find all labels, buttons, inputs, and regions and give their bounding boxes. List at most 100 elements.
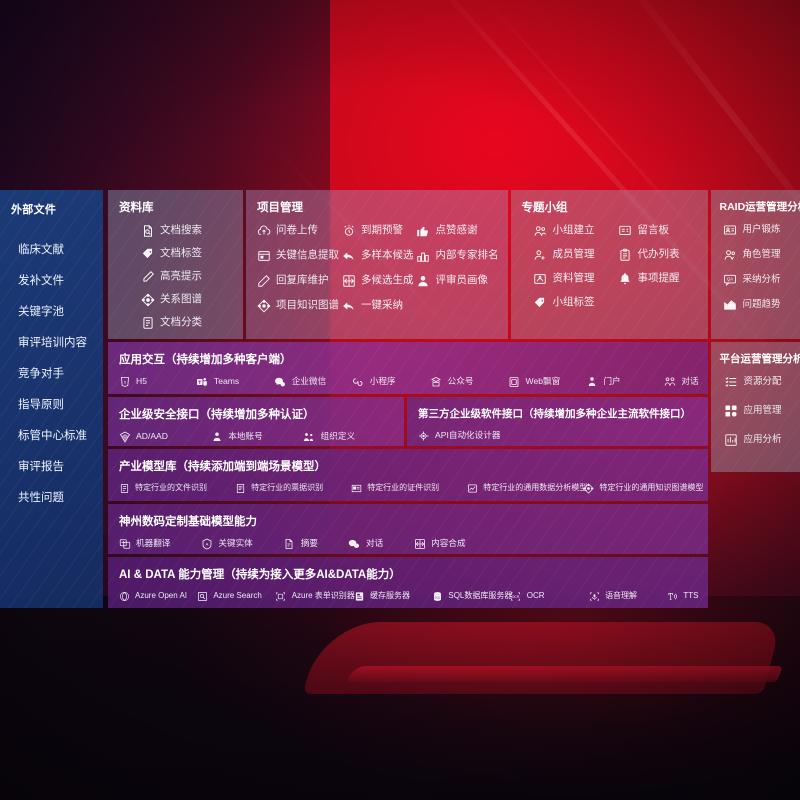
item-todo-list[interactable]: 代办列表	[618, 247, 699, 262]
item-miniprogram[interactable]: 小程序	[352, 375, 430, 388]
item-highlight-hint[interactable]: 高亮提示	[118, 269, 234, 284]
item-dialog[interactable]: 对话	[663, 375, 699, 388]
item-key-info-extract[interactable]: 关键信息提取	[256, 248, 339, 263]
item-label: 点赞感谢	[435, 224, 478, 237]
item-label: 采纳分析	[742, 273, 781, 285]
item-reply-library-maintain[interactable]: 回复库维护	[256, 273, 339, 288]
item-questionnaire-upload[interactable]: 问卷上传	[256, 223, 339, 238]
svg-text:SQL: SQL	[435, 595, 441, 599]
item-resource-allocation[interactable]: 资源分配	[724, 374, 800, 389]
item-multi-candidate-generate[interactable]: 多候选生成	[341, 273, 414, 288]
sidebar-item-supplement-docs[interactable]: 发补文件	[18, 274, 64, 287]
item-create-group[interactable]: 小组建立	[533, 223, 614, 238]
item-adoption-analysis[interactable]: QA 采纳分析	[723, 272, 800, 287]
receipt-recognize-icon	[234, 482, 246, 494]
item-project-knowledge-graph[interactable]: 项目知识图谱	[256, 298, 339, 313]
sidebar-item-common-issues[interactable]: 共性问题	[18, 491, 64, 504]
item-azure-form-recognizer[interactable]: Azure 表单识别器	[275, 590, 355, 602]
item-label: SQL数据库服务器	[448, 591, 513, 600]
sidebar-item-review-training[interactable]: 审评培训内容	[18, 336, 87, 349]
item-document-classify[interactable]: 文档分类	[118, 315, 234, 330]
panel-library-items: 文档搜索 文档标签 高亮提示 关系图谱	[118, 223, 234, 330]
thumbs-up-icon	[416, 223, 431, 238]
item-material-management[interactable]: 资料管理	[533, 271, 614, 286]
item-member-management[interactable]: 成员管理	[533, 247, 614, 262]
item-label: 机器翻译	[136, 538, 171, 549]
item-label: Web飘窗	[525, 376, 561, 387]
sidebar-item-competitors[interactable]: 竞争对手	[18, 367, 64, 380]
item-internal-expert-ranking[interactable]: 内部专家排名	[416, 248, 499, 263]
file-recognize-icon	[118, 482, 130, 494]
panel-project-management: 项目管理 问卷上传 到期预警 点赞感谢	[246, 190, 508, 339]
item-label: 回复库维护	[276, 274, 329, 287]
message-board-icon	[618, 223, 633, 238]
item-azure-openai[interactable]: Azure Open AI	[118, 590, 196, 602]
item-org-define[interactable]: 组织定义	[303, 430, 395, 443]
item-portal[interactable]: 门户	[585, 375, 663, 388]
item-industry-file-recognition[interactable]: 特定行业的文件识别	[118, 482, 234, 494]
item-teams[interactable]: Teams	[196, 375, 274, 388]
item-label: 应用分析	[743, 433, 782, 445]
item-label: TTS	[683, 591, 699, 600]
panel-platform-items: 资源分配 应用管理 应用分析	[719, 374, 800, 447]
item-like-thanks[interactable]: 点赞感谢	[416, 223, 499, 238]
item-document-search[interactable]: 文档搜索	[118, 223, 234, 238]
panel-library: 资料库 文档搜索 文档标签 高亮提示	[108, 190, 243, 339]
item-web-popup[interactable]: Web飘窗	[508, 375, 586, 388]
item-label: 本地账号	[228, 431, 263, 442]
qa-chat-icon: QA	[723, 272, 738, 287]
item-azure-search[interactable]: Azure Search	[196, 590, 274, 602]
item-key-entity[interactable]: A 关键实体	[200, 537, 253, 550]
sidebar-item-review-report[interactable]: 审评报告	[18, 460, 64, 473]
item-official-account[interactable]: 公众号	[430, 375, 508, 388]
item-industry-receipt-recognition[interactable]: 特定行业的票据识别	[234, 482, 350, 494]
item-chat[interactable]: 对话	[348, 537, 383, 550]
item-reviewer-profile[interactable]: 评审员画像	[416, 273, 499, 288]
openai-icon	[118, 590, 130, 602]
document-list-icon	[140, 315, 155, 330]
item-h5[interactable]: 5 H5	[118, 375, 196, 388]
item-speech-understanding[interactable]: 语音理解	[588, 590, 666, 602]
item-role-management[interactable]: 角色管理	[723, 247, 800, 262]
item-content-composition[interactable]: 内容合成	[413, 537, 466, 550]
data-analysis-icon	[466, 482, 478, 494]
item-industry-knowledge-graph-model[interactable]: 特定行业的通用知识图谱模型	[582, 482, 703, 494]
item-summary[interactable]: 摘要	[283, 537, 318, 550]
sidebar-item-standards-center[interactable]: 标管中心标准	[18, 429, 87, 442]
sidebar-item-guidelines[interactable]: 指导原则	[18, 398, 64, 411]
item-document-tag[interactable]: 文档标签	[118, 246, 234, 261]
item-tts[interactable]: TTS	[666, 590, 699, 602]
user-profile-icon	[416, 273, 431, 288]
item-machine-translation[interactable]: 机器翻译	[118, 537, 170, 550]
item-ocr[interactable]: OCR OCR	[510, 590, 588, 602]
item-group-tag[interactable]: 小组标签	[533, 295, 614, 310]
panel-industry-models: 产业模型库（持续添加端到端场景模型） 特定行业的文件识别 特定行业的票据识别	[108, 449, 708, 501]
clipboard-icon	[618, 247, 633, 262]
item-user-training[interactable]: 用户锻炼	[723, 222, 800, 237]
item-message-board[interactable]: 留言板	[618, 223, 699, 238]
item-wechat-work[interactable]: 企业微信	[274, 375, 352, 388]
item-cache-server[interactable]: 缓存服务器	[353, 590, 431, 602]
sidebar-item-clinical-literature[interactable]: 临床文献	[18, 243, 64, 256]
item-relation-graph[interactable]: 关系图谱	[118, 292, 234, 307]
item-multi-sample-candidate[interactable]: 多样本候选	[341, 248, 414, 263]
item-industry-data-analysis-model[interactable]: 特定行业的通用数据分析模型	[466, 482, 587, 494]
item-ad-aad[interactable]: AD/AAD	[118, 430, 210, 443]
item-sql-database-server[interactable]: SQL SQL数据库服务器	[431, 590, 513, 602]
sidebar-item-keyword-pool[interactable]: 关键字池	[18, 305, 64, 318]
item-application-analysis[interactable]: 应用分析	[724, 432, 800, 447]
official-account-icon	[430, 375, 443, 388]
item-one-click-adopt[interactable]: 一键采纳	[341, 298, 414, 313]
item-application-management[interactable]: 应用管理	[724, 403, 800, 418]
item-issue-trend[interactable]: 问题趋势	[723, 297, 800, 312]
chat-icon	[348, 537, 361, 550]
security-row: 企业级安全接口（持续增加多种认证） AD/AAD 本地账号	[108, 397, 708, 446]
item-label: 内部专家排名	[435, 249, 499, 262]
item-industry-id-recognition[interactable]: 特定行业的证件识别	[350, 482, 466, 494]
item-local-account[interactable]: 本地账号	[210, 430, 302, 443]
item-event-reminder[interactable]: 事项提醒	[618, 271, 699, 286]
item-api-designer[interactable]: API自动化设计器	[417, 429, 699, 442]
item-expiry-alert[interactable]: 到期预警	[341, 223, 414, 238]
top-panel-row: 资料库 文档搜索 文档标签 高亮提示	[108, 190, 800, 339]
item-label: 小组标签	[552, 296, 595, 309]
